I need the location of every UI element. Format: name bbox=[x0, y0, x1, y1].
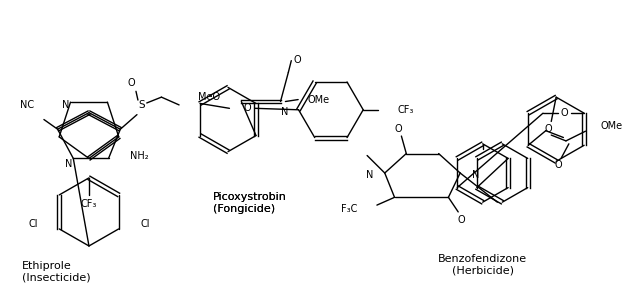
Text: Picoxystrobin
(Fongicide): Picoxystrobin (Fongicide) bbox=[213, 193, 287, 214]
Text: O: O bbox=[545, 124, 552, 134]
Text: N: N bbox=[281, 107, 289, 117]
Text: N: N bbox=[472, 170, 479, 180]
Text: N: N bbox=[62, 100, 69, 110]
Text: O: O bbox=[457, 215, 465, 225]
Text: Ethiprole
(Insecticide): Ethiprole (Insecticide) bbox=[23, 260, 91, 282]
Text: O: O bbox=[394, 124, 403, 134]
Text: OMe: OMe bbox=[600, 121, 622, 131]
Text: Picoxystrobin
(Fongicide): Picoxystrobin (Fongicide) bbox=[213, 193, 287, 214]
Text: CF₃: CF₃ bbox=[398, 105, 414, 115]
Text: O: O bbox=[554, 160, 562, 170]
Text: N: N bbox=[365, 170, 373, 180]
Text: Cl: Cl bbox=[140, 219, 150, 229]
Text: NH₂: NH₂ bbox=[130, 151, 148, 162]
Text: S: S bbox=[138, 100, 145, 110]
Text: O: O bbox=[560, 108, 569, 118]
Text: MeO: MeO bbox=[198, 92, 220, 102]
Text: Cl: Cl bbox=[28, 219, 38, 229]
Text: NC: NC bbox=[20, 100, 34, 110]
Text: F₃C: F₃C bbox=[341, 204, 357, 214]
Text: O: O bbox=[293, 55, 301, 65]
Text: CF₃: CF₃ bbox=[81, 199, 97, 209]
Text: N: N bbox=[65, 159, 72, 169]
Text: O: O bbox=[243, 103, 251, 113]
Text: OMe: OMe bbox=[308, 95, 330, 105]
Text: Benzofendizone
(Herbicide): Benzofendizone (Herbicide) bbox=[438, 254, 527, 275]
Text: O: O bbox=[127, 77, 135, 88]
